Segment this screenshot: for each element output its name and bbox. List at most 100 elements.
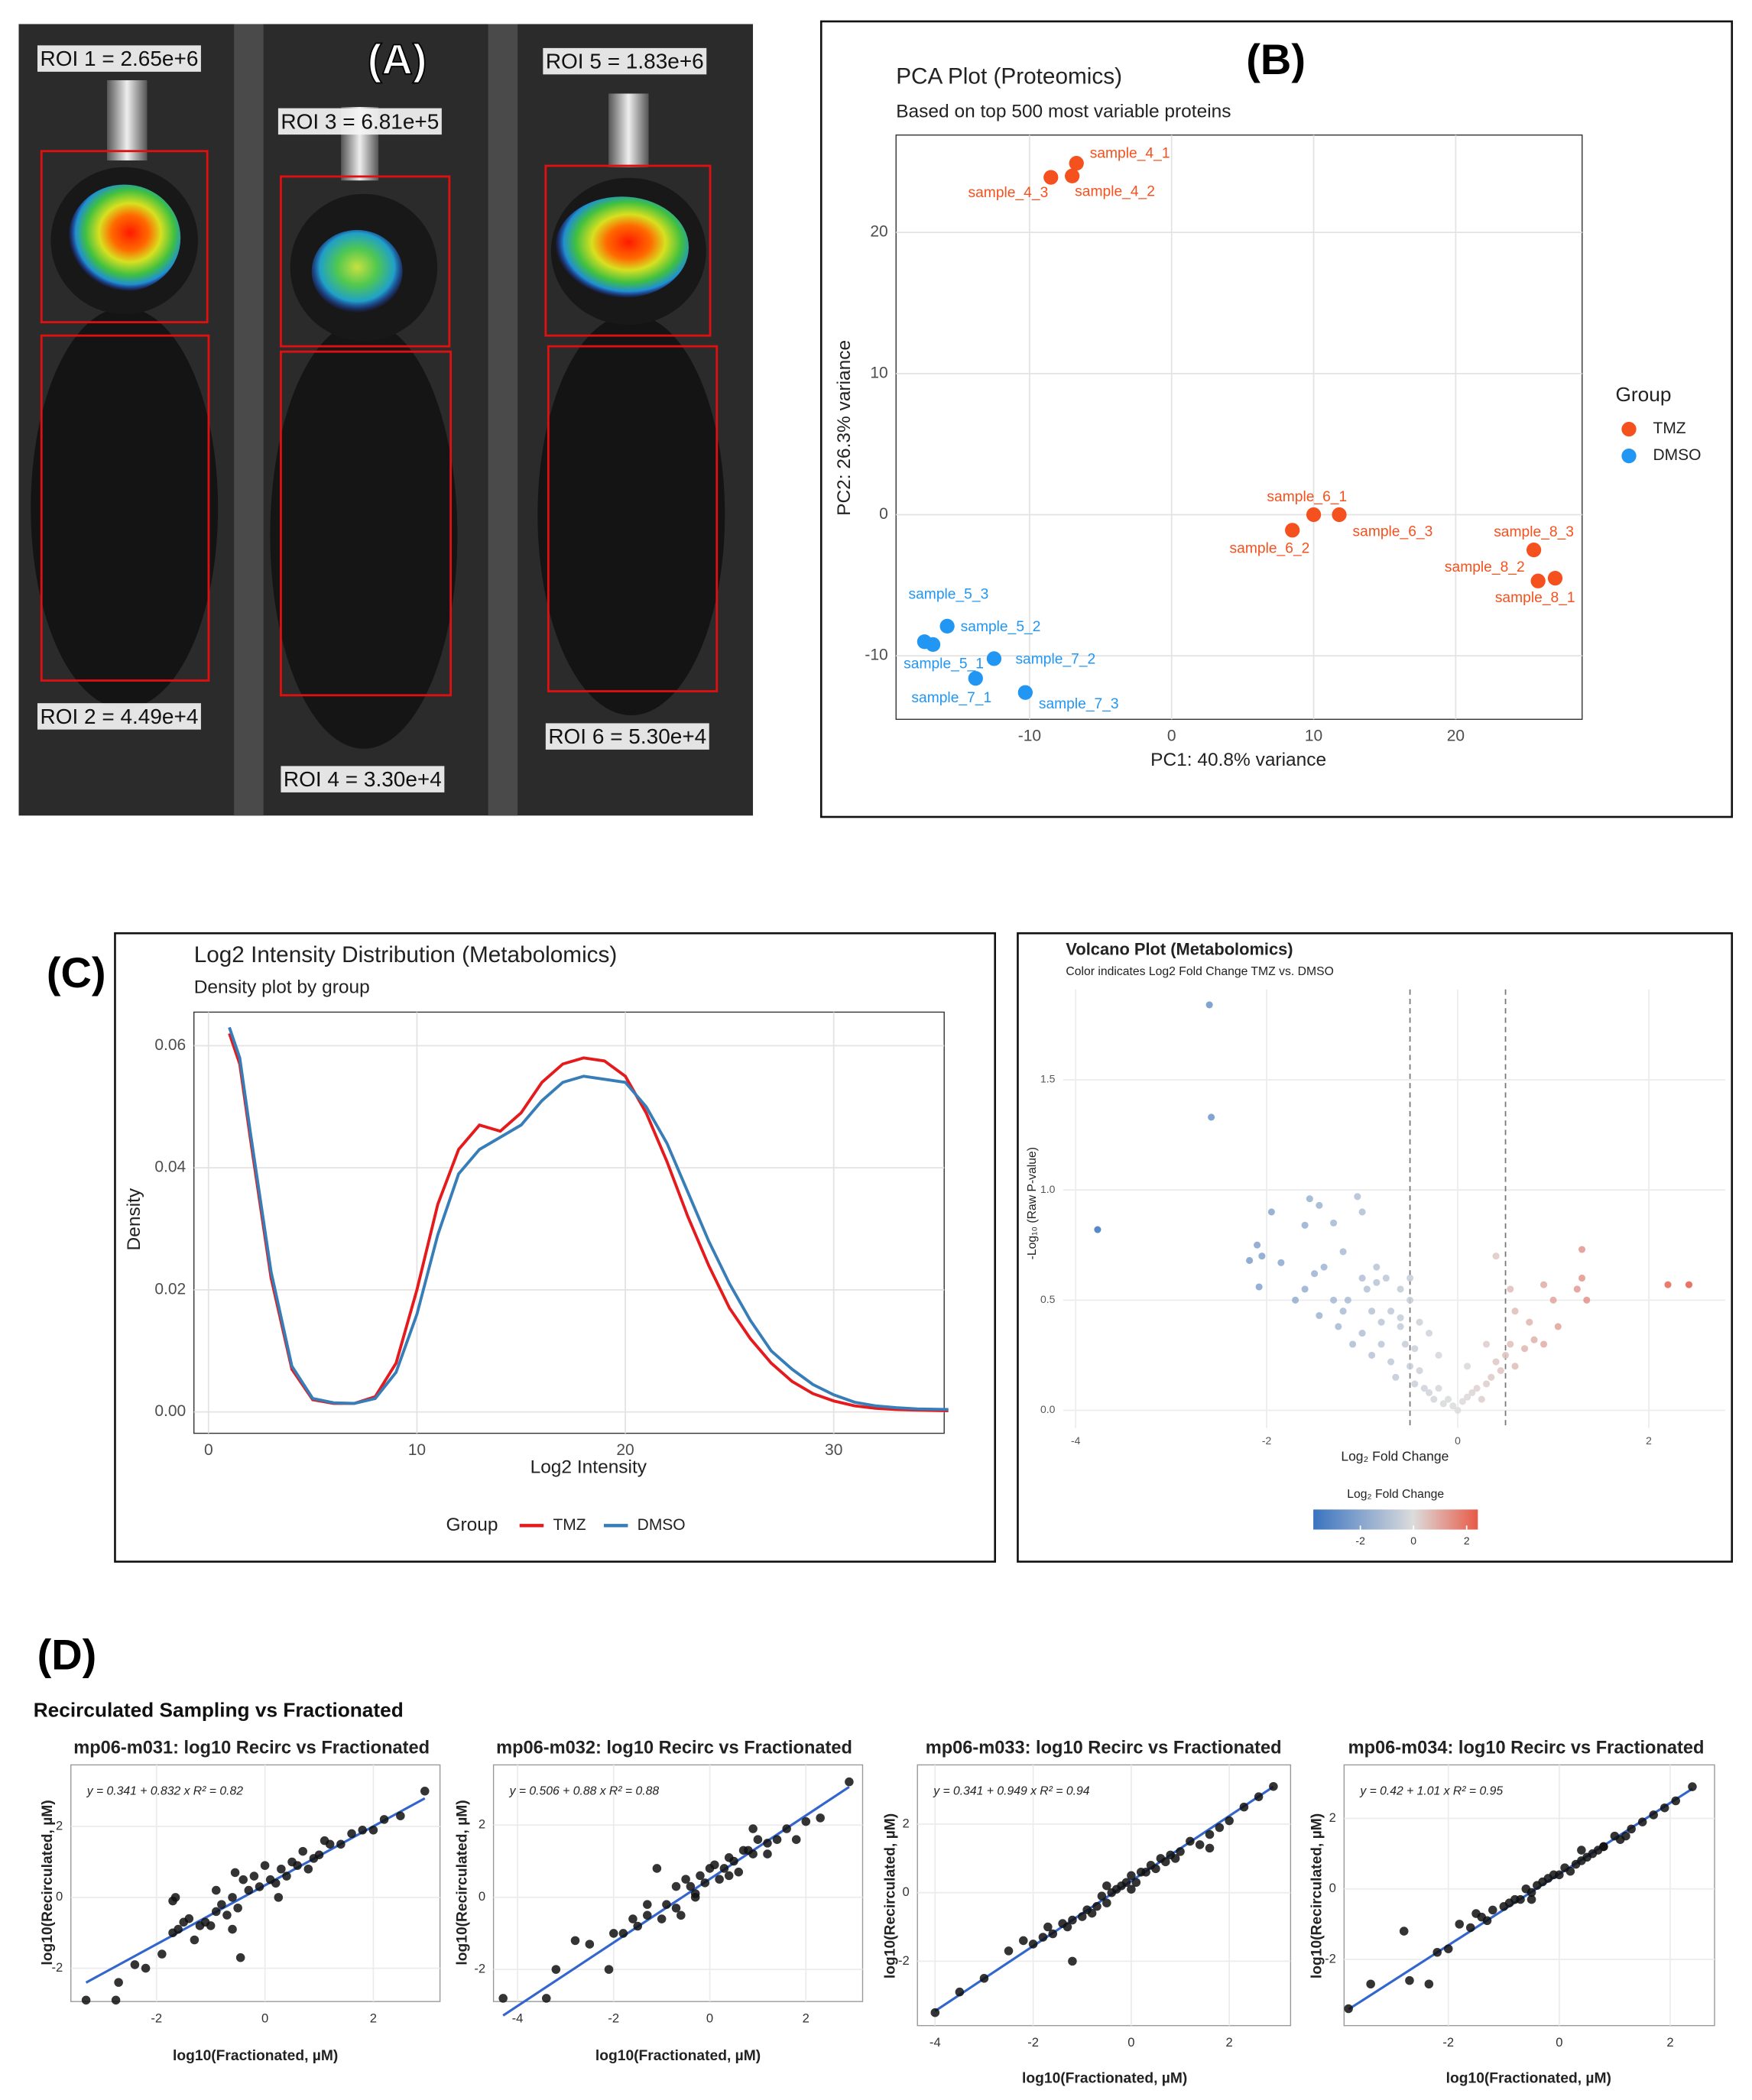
- point: [1151, 1864, 1160, 1874]
- point: [1063, 1922, 1072, 1932]
- legend-marker: [1621, 421, 1637, 437]
- point: [211, 1885, 221, 1895]
- point: [184, 1914, 194, 1923]
- x-tick-label: 0: [1167, 728, 1176, 745]
- colorbar-tick-label: 2: [1464, 1534, 1470, 1547]
- point-label: sample_5_1: [904, 656, 984, 672]
- point: [1311, 1270, 1319, 1278]
- point: [585, 1940, 595, 1949]
- fit-line: [85, 1797, 426, 1984]
- point: [1205, 1829, 1215, 1839]
- point: [1599, 1842, 1608, 1852]
- point: [1492, 1358, 1500, 1366]
- point: [729, 1856, 738, 1866]
- panel-label: (B): [1246, 35, 1306, 83]
- x-axis-label: Log2 Intensity: [530, 1457, 647, 1478]
- point: [1688, 1782, 1697, 1791]
- point: [1565, 1866, 1575, 1876]
- point: [1511, 1308, 1519, 1315]
- point: [1483, 1340, 1491, 1348]
- point: [643, 1900, 652, 1909]
- point: [1530, 573, 1546, 588]
- point: [1131, 1878, 1141, 1888]
- point: [1411, 1345, 1419, 1353]
- chart-subtitle: Color indicates Log2 Fold Change TMZ vs.…: [1066, 965, 1333, 978]
- chart-subtitle: Density plot by group: [194, 977, 370, 997]
- point: [1373, 1278, 1381, 1286]
- point: [1285, 523, 1300, 538]
- point: [1068, 1956, 1077, 1966]
- point: [260, 1861, 270, 1870]
- point: [1267, 1208, 1275, 1216]
- point: [1306, 1195, 1313, 1203]
- point: [190, 1935, 200, 1945]
- point: [1473, 1385, 1481, 1392]
- roi-label: ROI 6 = 5.30e+4: [548, 724, 706, 748]
- panel-label: (D): [37, 1630, 97, 1678]
- x-axis-label: Log₂ Fold Change: [1341, 1449, 1449, 1464]
- x-axis-label: PC1: 40.8% variance: [1150, 750, 1326, 770]
- point: [228, 1924, 237, 1934]
- fit-equation: y = 0.341 + 0.949 x R² = 0.94: [933, 1785, 1089, 1798]
- point: [1488, 1905, 1497, 1915]
- y-tick-label: 2: [56, 1819, 63, 1833]
- point: [1555, 1870, 1564, 1880]
- y-tick-label: 0.04: [154, 1159, 186, 1176]
- x-tick-label: -10: [1018, 728, 1041, 745]
- y-tick-label: 0.0: [1040, 1403, 1056, 1415]
- legend-label: DMSO: [638, 1516, 686, 1534]
- point: [1339, 1308, 1347, 1315]
- figure-body: ROI 1 = 2.65e+6 ROI 2 = 4.49e+4 ROI 3 = …: [18, 20, 1734, 2087]
- point: [1004, 1946, 1014, 1956]
- point: [1573, 1285, 1581, 1293]
- point: [1102, 1881, 1111, 1891]
- point-label: sample_4_1: [1090, 145, 1170, 161]
- y-tick-label: 0: [1329, 1881, 1336, 1895]
- chart: -10 0 10 20 -10 0 10 20 PCA Plot (Proteomics) Bas…: [834, 63, 1701, 770]
- point: [1420, 1385, 1428, 1392]
- point: [671, 1904, 681, 1913]
- point: [1246, 1256, 1254, 1264]
- point: [1339, 1248, 1347, 1256]
- y-tick-label: 20: [870, 223, 887, 241]
- x-tick-label: 0: [706, 2011, 713, 2025]
- point: [1530, 1336, 1538, 1343]
- y-tick-label: 0.06: [154, 1036, 186, 1054]
- y-tick-label: 0: [879, 505, 888, 523]
- point: [1497, 1367, 1504, 1375]
- y-tick-label: 2: [902, 1816, 909, 1830]
- point: [1432, 1947, 1442, 1957]
- point: [1455, 1920, 1465, 1929]
- point: [1482, 1916, 1492, 1926]
- point: [1368, 1351, 1376, 1359]
- point: [1382, 1274, 1390, 1282]
- point: [1258, 1253, 1266, 1260]
- chart-title: mp06-m033: log10 Recirc vs Fractionated: [926, 1739, 1282, 1758]
- panel-label: (C): [47, 948, 106, 997]
- point: [1330, 1219, 1338, 1227]
- point-label: sample_8_2: [1445, 559, 1525, 575]
- point: [1483, 1380, 1491, 1388]
- mouse-body: [270, 320, 458, 749]
- point: [235, 1953, 245, 1962]
- imaging-panel: ROI 1 = 2.65e+6 ROI 2 = 4.49e+4 ROI 3 = …: [18, 24, 754, 816]
- point: [1392, 1373, 1400, 1381]
- point: [1301, 1221, 1309, 1229]
- chart: -4 -2 0 2 -2 0 2 mp06-m032: log10 Recirc vs Fra…: [454, 1739, 864, 2064]
- panel-frame: [819, 20, 1734, 818]
- point: [676, 1910, 686, 1920]
- roi-label: ROI 4 = 3.30e+4: [284, 767, 442, 791]
- point: [168, 1896, 177, 1906]
- point: [233, 1903, 242, 1913]
- chart: 0 10 20 30 0.00 0.02 0.04 0.06 Log2 Intensity Di…: [124, 942, 949, 1535]
- point: [1377, 1318, 1385, 1326]
- point: [336, 1839, 346, 1849]
- x-tick-label: 2: [1646, 1434, 1652, 1447]
- point-label: sample_6_1: [1267, 489, 1347, 505]
- mouse-body: [31, 307, 219, 709]
- point: [1068, 1915, 1077, 1925]
- point: [81, 1995, 91, 2005]
- y-tick-label: 0: [902, 1884, 909, 1899]
- point: [396, 1811, 405, 1821]
